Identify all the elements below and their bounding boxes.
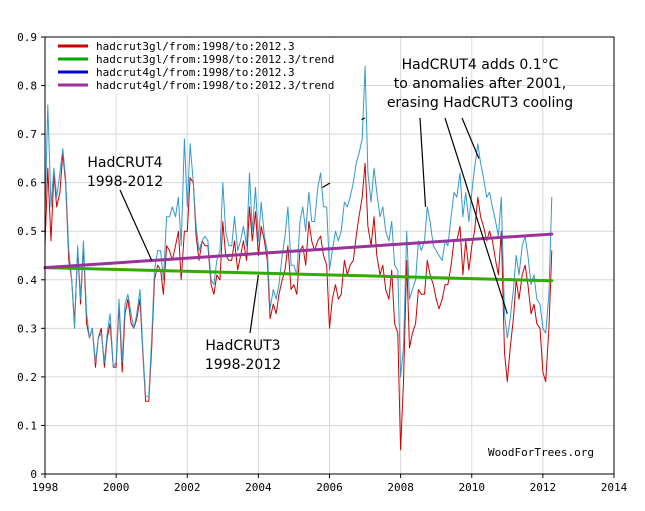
- x-tick-label: 2014: [601, 481, 628, 494]
- y-tick-label: 0.8: [17, 80, 37, 93]
- legend-label-hadcrut4: hadcrut4gl/from:1998/to:2012.3: [96, 66, 295, 79]
- annotation-arrow: [461, 117, 480, 159]
- credit-text: WoodForTrees.org: [488, 446, 594, 459]
- legend-label-hadcrut3-trend: hadcrut3gl/from:1998/to:2012.3/trend: [96, 53, 334, 66]
- annotation-adds-line2: to anomalies after 2001,: [394, 76, 567, 92]
- y-tick-label: 0.4: [17, 274, 37, 287]
- annotation-adds-line3: erasing HadCRUT3 cooling: [387, 95, 573, 111]
- y-tick-label: 0: [30, 468, 37, 481]
- x-tick-label: 2000: [103, 481, 130, 494]
- series-layer: [43, 65, 554, 451]
- annotation-hadcrut3-line2: 1998-2012: [205, 357, 281, 373]
- axis-ticks: 1998 2000 2002 2004 2006 2008 2010 2012 2014 0 0.1…: [17, 31, 627, 494]
- annotations: HadCRUT4 1998-2012 HadCRUT3 1998-2012 Ha…: [87, 57, 573, 373]
- annotation-arrow: [322, 182, 331, 189]
- annotation-arrow: [444, 117, 508, 314]
- x-tick-label: 2002: [174, 481, 201, 494]
- x-tick-label: 2008: [387, 481, 414, 494]
- x-tick-label: 2010: [459, 481, 486, 494]
- y-tick-label: 0.9: [17, 31, 37, 44]
- y-tick-label: 0.1: [17, 419, 37, 432]
- legend-label-hadcrut4-trend: hadcrut4gl/from:1998/to:2012.3/trend: [96, 79, 334, 92]
- annotation-arrow: [119, 189, 153, 261]
- annotation-hadcrut4-line2: 1998-2012: [87, 174, 163, 190]
- annotation-arrows: [119, 117, 508, 334]
- y-tick-label: 0.6: [17, 177, 37, 190]
- legend-background: [50, 38, 360, 94]
- y-tick-label: 0.7: [17, 128, 37, 141]
- annotation-arrow: [249, 274, 259, 334]
- x-tick-label: 2004: [245, 481, 272, 494]
- series-hadcrut3-trend-line: [43, 266, 554, 283]
- x-tick-label: 2006: [316, 481, 343, 494]
- legend: hadcrut3gl/from:1998/to:2012.3 hadcrut3g…: [50, 38, 360, 94]
- series-hadcrut4-trend-line: [43, 232, 554, 270]
- y-tick-label: 0.5: [17, 225, 37, 238]
- series-hadcrut3-line: [44, 153, 553, 451]
- x-tick-label: 1998: [32, 481, 59, 494]
- annotation-arrow: [419, 117, 427, 207]
- series-hadcrut4-line: [44, 65, 553, 397]
- annotation-adds-line1: HadCRUT4 adds 0.1°C: [402, 57, 559, 73]
- y-tick-label: 0.2: [17, 371, 37, 384]
- annotation-hadcrut3-line1: HadCRUT3: [205, 338, 280, 354]
- annotation-arrow: [361, 117, 366, 121]
- x-tick-label: 2012: [530, 481, 557, 494]
- annotation-hadcrut4-line1: HadCRUT4: [87, 155, 162, 171]
- y-tick-label: 0.3: [17, 322, 37, 335]
- legend-label-hadcrut3: hadcrut3gl/from:1998/to:2012.3: [96, 40, 295, 53]
